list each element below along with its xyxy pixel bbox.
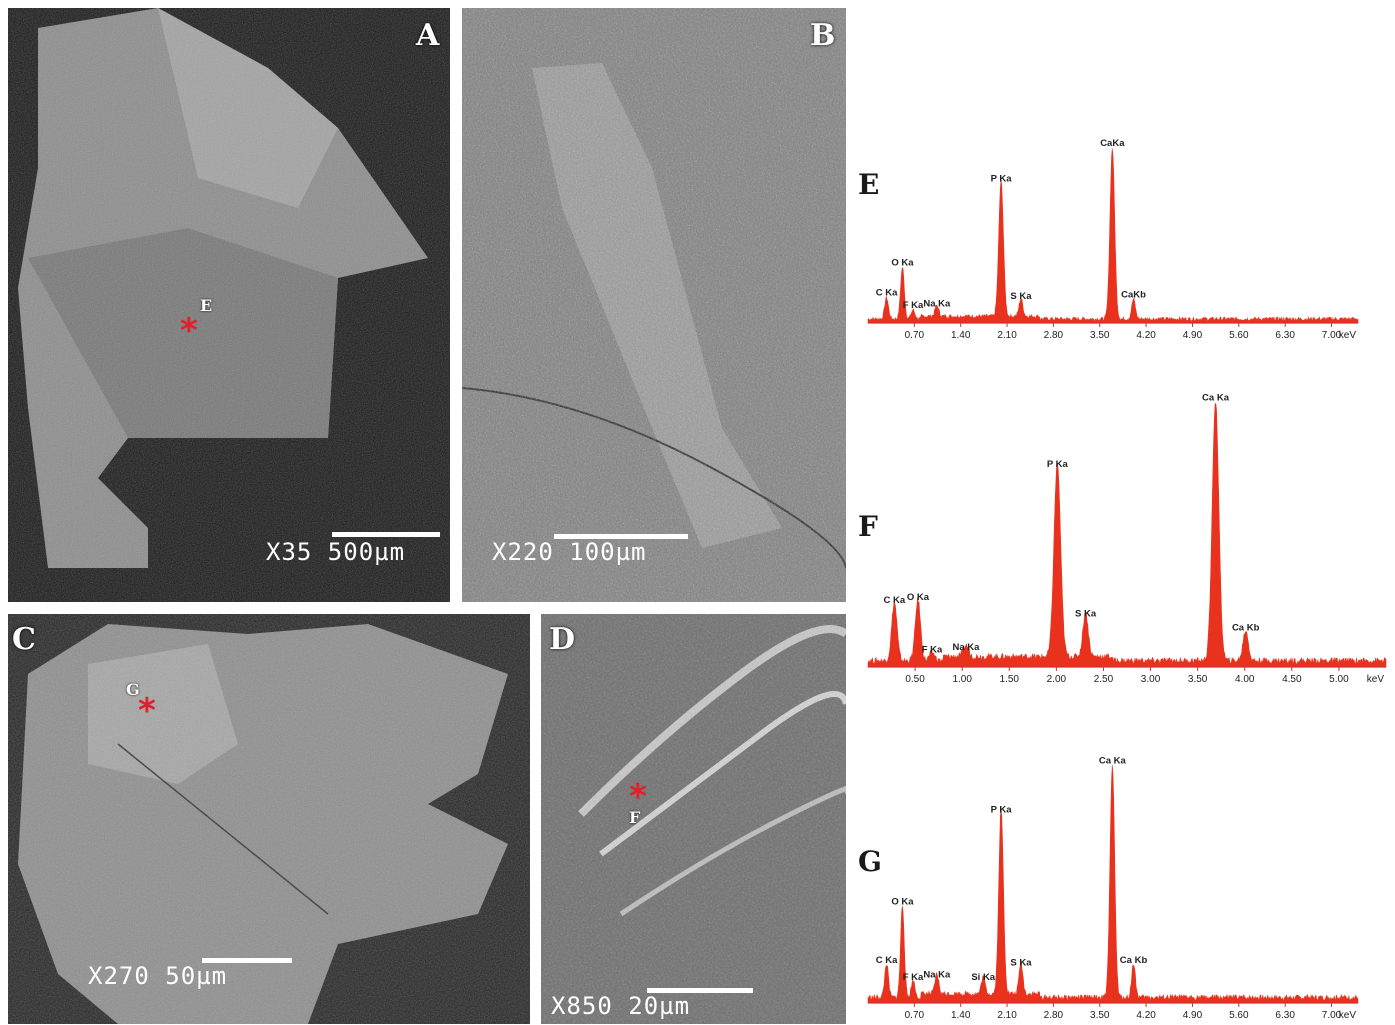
sem-image-d (541, 614, 846, 1024)
x-tick-label: 2.00 (1047, 674, 1067, 685)
x-tick-label: 5.60 (1229, 330, 1249, 341)
sem-image-a (8, 8, 450, 602)
peak-label: O Ka (907, 592, 930, 603)
x-tick-label: 6.30 (1275, 1010, 1295, 1021)
x-tick-label: 6.30 (1275, 330, 1295, 341)
peak-label: O Ka (891, 897, 914, 908)
x-tick-label: 0.50 (905, 674, 925, 685)
peak-label: P Ka (991, 804, 1013, 815)
peak-label: Ca Kb (1120, 955, 1148, 966)
x-tick-label: 3.00 (1141, 674, 1161, 685)
x-tick-label: 2.10 (997, 330, 1017, 341)
peak-label: Ca Kb (1232, 623, 1260, 634)
sem-image-c (8, 614, 530, 1024)
peak-label: Na Ka (923, 970, 951, 981)
x-tick-label: 2.80 (1044, 330, 1064, 341)
x-tick-label: 3.50 (1188, 674, 1208, 685)
scale-label-d: X850 20µm (551, 992, 691, 1020)
spectrum-area-e (867, 148, 1359, 324)
peak-label: C Ka (876, 288, 898, 299)
peak-label: Na Ka (952, 642, 980, 653)
peak-label: F Ka (903, 300, 924, 311)
sem-panel-d: D * F X850 20µm (541, 614, 846, 1024)
peak-label: O Ka (891, 257, 914, 268)
spectrum-e: 0.70 1.40 2.10 2.80 3.50 4.20 4.90 5.60 6.30 7.00… (867, 138, 1359, 341)
x-tick-label: 4.90 (1183, 1010, 1203, 1021)
sem-panel-b: B X220 100µm (462, 8, 846, 602)
peak-label: P Ka (991, 174, 1013, 185)
marker-label-g: G (126, 680, 140, 699)
scale-label-c: X270 50µm (88, 962, 228, 990)
x-tick-label: 1.50 (1000, 674, 1020, 685)
x-tick-label: 5.60 (1229, 1010, 1249, 1021)
peak-label: P Ka (1047, 459, 1069, 470)
spectrum-letter-f: F (858, 510, 878, 543)
sem-panel-a: A E * X35 500µm (8, 8, 450, 602)
sem-panel-c: C G * X270 50µm (8, 614, 530, 1024)
x-tick-label: 2.80 (1044, 1010, 1064, 1021)
x-tick-label: 1.40 (951, 1010, 971, 1021)
scale-bar-d (647, 988, 753, 993)
x-tick-label: 4.90 (1183, 330, 1203, 341)
spectrum-letter-g: G (858, 845, 882, 878)
peak-label: CaKb (1121, 289, 1146, 300)
peak-label: S Ka (1010, 291, 1032, 302)
scale-label-b: X220 100µm (492, 538, 647, 566)
marker-label-e: E (200, 296, 213, 315)
x-tick-label: 0.70 (905, 1010, 925, 1021)
marker-star-f: * (629, 777, 647, 817)
x-axis-unit-label: keV (1339, 1010, 1357, 1021)
spectrum-area-f (867, 403, 1387, 668)
marker-label-f: F (629, 808, 641, 827)
spectrum-area-g (867, 765, 1359, 1004)
peak-label: F Ka (903, 972, 924, 983)
peak-label: S Ka (1075, 609, 1097, 620)
sem-image-b (462, 8, 846, 602)
x-tick-label: 3.50 (1090, 1010, 1110, 1021)
peak-label: Ca Ka (1202, 393, 1230, 404)
marker-star-g: * (138, 691, 156, 731)
panel-letter-c: C (12, 622, 36, 657)
scale-bar-b (554, 534, 688, 539)
x-tick-label: 3.50 (1090, 330, 1110, 341)
x-tick-label: 5.00 (1329, 674, 1349, 685)
x-tick-label: 7.00 (1322, 1010, 1342, 1021)
panel-letter-d: D (549, 622, 576, 657)
scale-label-a: X35 500µm (266, 538, 406, 566)
peak-label: Ca Ka (1099, 756, 1127, 767)
scale-bar-a (332, 532, 440, 537)
spectrum-letter-e: E (858, 168, 880, 201)
marker-star-e: * (180, 311, 198, 351)
spectrum-f: 0.50 1.00 1.50 2.00 2.50 3.00 3.50 4.00 4.50 5.00… (867, 393, 1387, 685)
x-tick-label: 1.00 (952, 674, 972, 685)
scale-bar-c (202, 958, 292, 963)
panel-letter-b: B (810, 18, 836, 53)
peak-label: C Ka (884, 595, 906, 606)
x-axis-unit-label: keV (1339, 330, 1357, 341)
x-tick-label: 4.00 (1235, 674, 1255, 685)
x-tick-label: 4.50 (1282, 674, 1302, 685)
peak-label: C Ka (876, 955, 898, 966)
x-axis-unit-label: keV (1367, 674, 1385, 685)
peak-label: Na Ka (923, 298, 951, 309)
x-tick-label: 0.70 (905, 330, 925, 341)
panel-letter-a: A (416, 18, 440, 53)
peak-label: S Ka (1010, 957, 1032, 968)
x-tick-label: 2.10 (997, 1010, 1017, 1021)
spectrum-g: 0.70 1.40 2.10 2.80 3.50 4.20 4.90 5.60 6.30 7.00… (867, 756, 1359, 1021)
x-tick-label: 1.40 (951, 330, 971, 341)
x-tick-label: 4.20 (1136, 1010, 1156, 1021)
x-tick-label: 4.20 (1136, 330, 1156, 341)
peak-label: CaKa (1100, 138, 1125, 149)
peak-label: F Ka (922, 645, 943, 656)
peak-label: Si Ka (971, 972, 995, 983)
x-tick-label: 7.00 (1322, 330, 1342, 341)
x-tick-label: 2.50 (1094, 674, 1114, 685)
